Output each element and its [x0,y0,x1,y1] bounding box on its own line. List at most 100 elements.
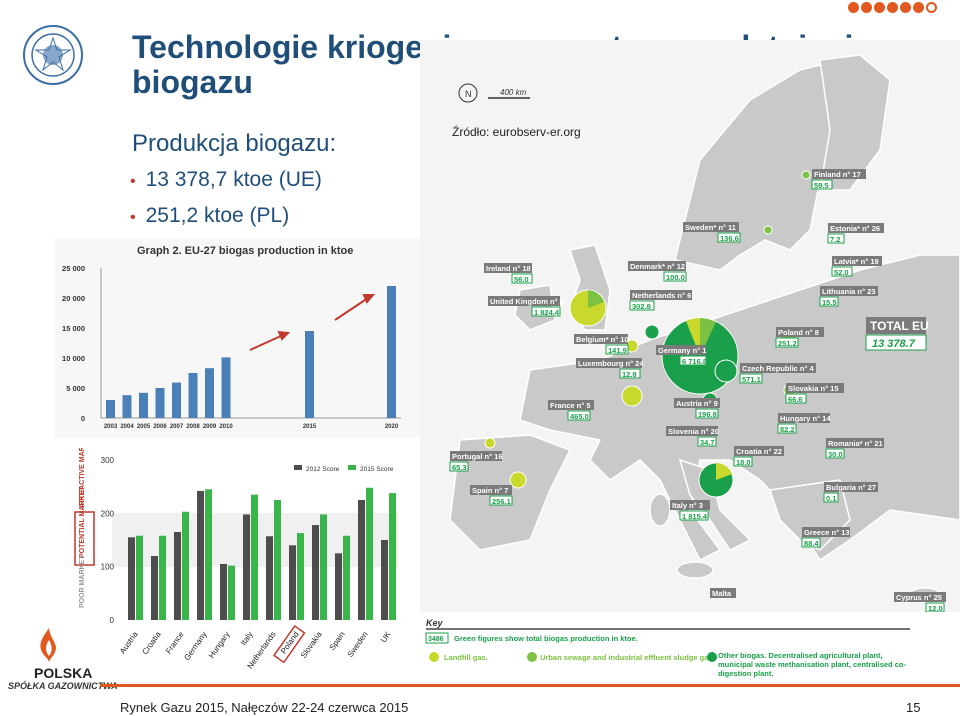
chart1-xtick: 2006 [153,424,167,430]
country-label-denmark: Denmark* n° 12 100.0 [628,261,687,282]
svg-text:400 km: 400 km [500,88,527,97]
svg-text:30.0: 30.0 [828,450,843,459]
svg-text:256.1: 256.1 [492,497,511,506]
svg-text:Luxembourg n° 24: Luxembourg n° 24 [578,359,644,368]
psg-flame-logo [40,628,56,662]
country-label-lithuania: Lithuania n° 23 15.5 [819,286,878,307]
logo-text-spolka: SPÓŁKA GAZOWNICTWA [8,681,118,691]
svg-text:52.0: 52.0 [834,268,849,277]
chart1-ytick: 10 000 [62,354,85,363]
chart1-bar [221,357,231,418]
svg-text:Portugal n° 16: Portugal n° 16 [452,452,503,461]
chart2-bar [205,489,212,620]
svg-text:1 824.4: 1 824.4 [534,308,560,317]
country-label-croatia: Croatia n° 22 18.0 [733,446,784,467]
svg-text:Slovakia n° 15: Slovakia n° 15 [788,384,839,393]
decorative-dots [848,2,937,13]
legend-swatch-2015 [348,465,356,470]
key-swatch-sewage [527,652,537,662]
chart2-bar [151,556,158,620]
growth-arrows [249,294,376,351]
svg-text:18.0: 18.0 [736,458,751,467]
page-number: 15 [906,700,921,715]
chart1-xtick: 2008 [186,424,200,430]
country-labels: Finland n° 17 59.5 Sweden* n° 11 136.6 E… [449,169,946,613]
svg-text:1 815.4: 1 815.4 [682,512,708,521]
country-label-latvia: Latvia* n° 19 52.0 [831,256,882,277]
country-label-germany: Germany n° 1 6 716.8 [656,345,707,366]
svg-text:Sweden* n° 11: Sweden* n° 11 [685,223,736,232]
svg-text:Slovenia n° 20: Slovenia n° 20 [668,427,719,436]
country-label-france: France n° 5 465.0 [548,400,594,421]
chart2-bar [297,533,304,620]
legend-swatch-2012 [294,465,302,470]
svg-text:Poland n° 8: Poland n° 8 [778,328,819,337]
svg-text:13 378.7: 13 378.7 [872,338,916,350]
chart2-bar [228,565,235,620]
chart1-ytick: 15 000 [62,324,85,333]
country-label-slovakia: Slovakia n° 15 66.6 [785,383,844,404]
chart1-xtick: 2015 [303,424,317,430]
country-label-poland: Poland n° 8 251.2 [775,327,824,348]
country-label-slovenia: Slovenia n° 20 34.7 [666,426,719,447]
svg-text:571.1: 571.1 [742,375,761,384]
country-label-czech: Czech Republic n° 4 571.1 [739,363,816,384]
chart1-bar [188,373,198,418]
svg-text:34.7: 34.7 [700,438,715,447]
map-scale: N 400 km [458,83,530,103]
svg-text:Finland n° 17: Finland n° 17 [814,170,861,179]
chart1-bar [205,368,214,418]
country-label-greece: Greece n° 13 88.4 [801,527,850,548]
chart1-xtick: 2005 [137,424,151,430]
zone-attractive-label: ATTRACTIVE MARKET [79,448,86,508]
svg-text:100.0: 100.0 [666,273,685,282]
country-label-hungary: Hungary n° 14 82.2 [777,413,831,434]
svg-text:Czech Republic n° 4: Czech Republic n° 4 [742,364,815,373]
svg-text:United Kingdom n° 2: United Kingdom n° 2 [490,297,564,306]
slide-subtitle: Produkcja biogazu: [132,130,337,157]
country-label-finland: Finland n° 17 59.5 [811,169,866,190]
svg-text:Cyprus n° 25: Cyprus n° 25 [896,593,942,602]
chart2-bar [389,493,396,620]
svg-text:196.8: 196.8 [698,410,717,419]
chart2-bar [381,540,388,620]
chart1-bar [139,392,148,418]
country-label-sweden: Sweden* n° 11 136.6 [683,222,741,243]
chart2-ytick: 100 [101,563,115,572]
svg-text:Romania* n° 21: Romania* n° 21 [828,439,883,448]
country-label-ireland: Ireland n° 18 56.0 [484,263,533,284]
chart2-bar [335,553,342,620]
chart2-bar [174,532,181,620]
svg-text:France n° 5: France n° 5 [550,401,591,410]
svg-text:302.8: 302.8 [632,302,651,311]
chart1-ytick: 20 000 [62,294,85,303]
chart1-bar [172,382,181,418]
chart2-ytick: 200 [101,509,115,518]
svg-text:141.9: 141.9 [608,346,627,355]
svg-text:Ireland n° 18: Ireland n° 18 [486,264,531,273]
svg-text:59.5: 59.5 [814,181,829,190]
footer-event: Rynek Gazu 2015, Nałęczów 22-24 czerwca … [120,700,409,715]
svg-text:Green figures show total bioga: Green figures show total biogas producti… [454,634,638,643]
svg-text:Belgium* n° 10: Belgium* n° 10 [576,335,629,344]
bullet-eu: • 13 378,7 ktoe (UE) [130,168,322,191]
chart2-bar [266,536,273,620]
chart2-bar [128,537,135,620]
svg-text:Spain n° 7: Spain n° 7 [472,486,508,495]
chart2-bar [289,545,296,620]
source-caption: Źródło: eurobserv-er.org [452,125,581,139]
university-seal-logo [23,25,83,85]
chart1-title: Graph 2. EU-27 biogas production in ktoe [137,245,353,257]
svg-text:Denmark* n° 12: Denmark* n° 12 [630,262,685,271]
svg-text:Urban sewage and industrial ef: Urban sewage and industrial effluent slu… [540,653,715,662]
chart1-bar [387,286,396,418]
svg-text:12.0: 12.0 [928,604,943,613]
chart2-bar [320,514,327,620]
chart2-bar [343,535,350,620]
map-key: Key 3486 Green figures show total biogas… [420,612,960,682]
svg-text:251.2: 251.2 [778,339,797,348]
svg-text:Lithuania n° 23: Lithuania n° 23 [822,287,875,296]
total-eu-box: TOTAL EU 13 378.7 [865,317,929,351]
bullet-pl: • 251,2 ktoe (PL) [130,204,290,227]
